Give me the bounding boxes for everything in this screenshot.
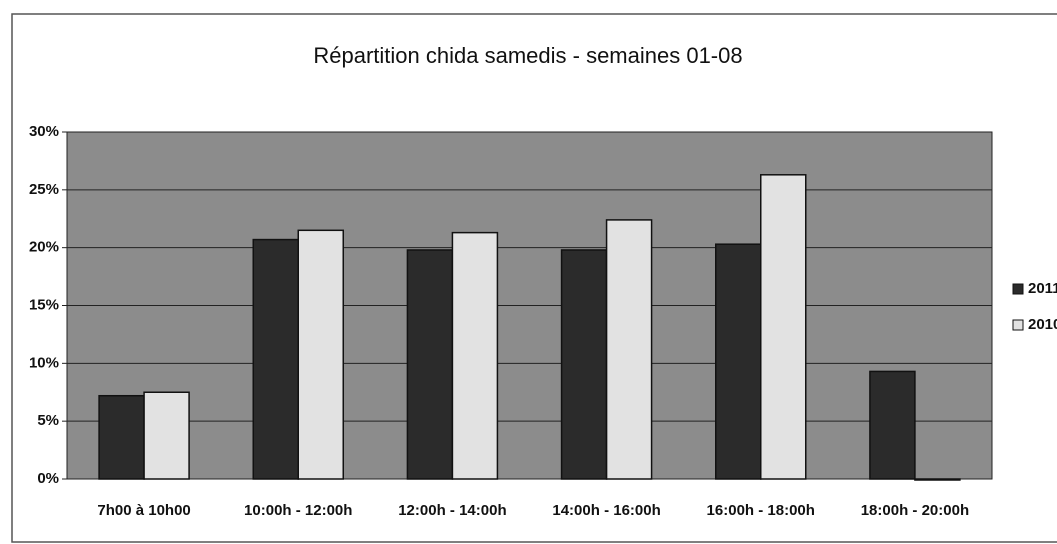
chart-frame: [11, 13, 1057, 543]
y-tick-label: 5%: [37, 412, 59, 429]
y-tick-label: 0%: [37, 470, 59, 487]
bar: [560, 249, 608, 480]
y-tick-label: 30%: [29, 123, 59, 140]
bar: [760, 174, 807, 480]
legend-swatch: [1012, 319, 1024, 331]
legend-swatch: [1012, 283, 1024, 295]
y-tick-label: 10%: [29, 354, 59, 371]
x-tick-label: 12:00h - 14:00h: [398, 502, 506, 519]
bar: [297, 229, 344, 480]
bar: [252, 238, 299, 480]
bar: [715, 243, 762, 480]
bar: [869, 370, 916, 480]
bar: [451, 231, 499, 480]
chart-title: Répartition chida samedis - semaines 01-…: [313, 43, 742, 68]
bar: [605, 219, 653, 480]
bar: [143, 391, 190, 480]
x-tick-label: 10:00h - 12:00h: [244, 502, 352, 519]
y-tick-label: 25%: [29, 181, 59, 198]
legend-label: 2011: [1028, 280, 1057, 297]
x-tick-label: 18:00h - 20:00h: [861, 502, 969, 519]
x-tick-label: 7h00 à 10h00: [97, 502, 190, 519]
bar: [98, 394, 145, 480]
legend-label: 2010: [1028, 316, 1057, 333]
bar: [406, 249, 454, 480]
y-tick-label: 20%: [29, 239, 59, 256]
y-tick-label: 15%: [29, 296, 59, 313]
x-tick-label: 16:00h - 18:00h: [707, 502, 815, 519]
bar: [914, 478, 961, 481]
x-tick-label: 14:00h - 16:00h: [552, 502, 660, 519]
